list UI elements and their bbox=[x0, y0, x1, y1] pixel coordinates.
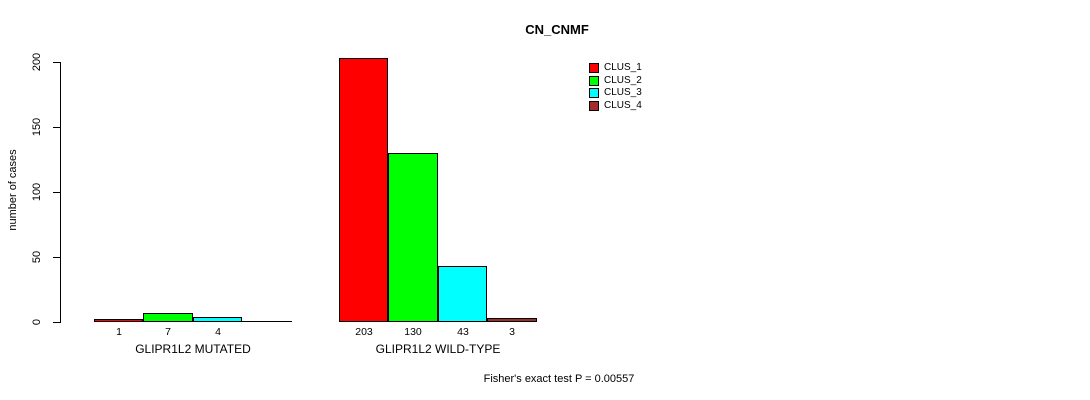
y-tick-mark bbox=[53, 257, 60, 258]
y-axis-label: number of cases bbox=[7, 149, 19, 231]
y-tick-label: 100 bbox=[31, 182, 43, 202]
bar-CLUS_3 bbox=[193, 317, 242, 322]
legend-item: CLUS_4 bbox=[589, 99, 642, 111]
fisher-test-annotation: Fisher's exact test P = 0.00557 bbox=[483, 373, 635, 385]
y-tick-mark bbox=[53, 62, 60, 63]
y-tick-label: 50 bbox=[31, 250, 43, 264]
bar-value-label: 1 bbox=[116, 326, 122, 338]
legend-item: CLUS_3 bbox=[589, 88, 642, 98]
legend-label: CLUS_1 bbox=[604, 62, 642, 73]
y-tick-mark bbox=[53, 322, 60, 323]
bar-value-label: 203 bbox=[355, 326, 373, 338]
y-tick-label: 200 bbox=[31, 52, 43, 72]
bar-value-label: 130 bbox=[404, 326, 422, 338]
bar-CLUS_3 bbox=[438, 266, 487, 322]
bar-CLUS_2 bbox=[388, 153, 438, 322]
bar-value-label: 43 bbox=[457, 326, 469, 338]
group-label: GLIPR1L2 WILD-TYPE bbox=[375, 342, 501, 356]
bar-CLUS_4 bbox=[487, 318, 537, 322]
y-axis-line bbox=[60, 62, 61, 323]
y-tick-mark bbox=[53, 127, 60, 128]
chart-title: CN_CNMF bbox=[525, 22, 589, 37]
bar-CLUS_2 bbox=[143, 313, 193, 322]
group-label: GLIPR1L2 MUTATED bbox=[135, 342, 251, 356]
y-tick-mark bbox=[53, 192, 60, 193]
legend-label: CLUS_4 bbox=[604, 99, 642, 111]
y-tick-label: 0 bbox=[31, 318, 43, 326]
legend-swatch-clus_1 bbox=[589, 63, 599, 73]
bar-CLUS_1 bbox=[339, 58, 388, 322]
legend-item: CLUS_2 bbox=[589, 74, 642, 86]
bar-value-label: 7 bbox=[165, 326, 171, 338]
legend-swatch-clus_3 bbox=[589, 88, 599, 98]
bar-CLUS_4 bbox=[242, 321, 292, 322]
legend-label: CLUS_2 bbox=[604, 74, 642, 86]
legend-swatch-clus_4 bbox=[589, 100, 599, 111]
legend-swatch-clus_2 bbox=[589, 75, 599, 86]
y-tick-label: 150 bbox=[31, 117, 43, 137]
bar-value-label: 3 bbox=[509, 326, 515, 338]
bar-value-label: 4 bbox=[215, 326, 221, 338]
legend-label: CLUS_3 bbox=[604, 87, 642, 98]
legend-item: CLUS_1 bbox=[589, 63, 642, 73]
bar-CLUS_1 bbox=[94, 319, 143, 322]
